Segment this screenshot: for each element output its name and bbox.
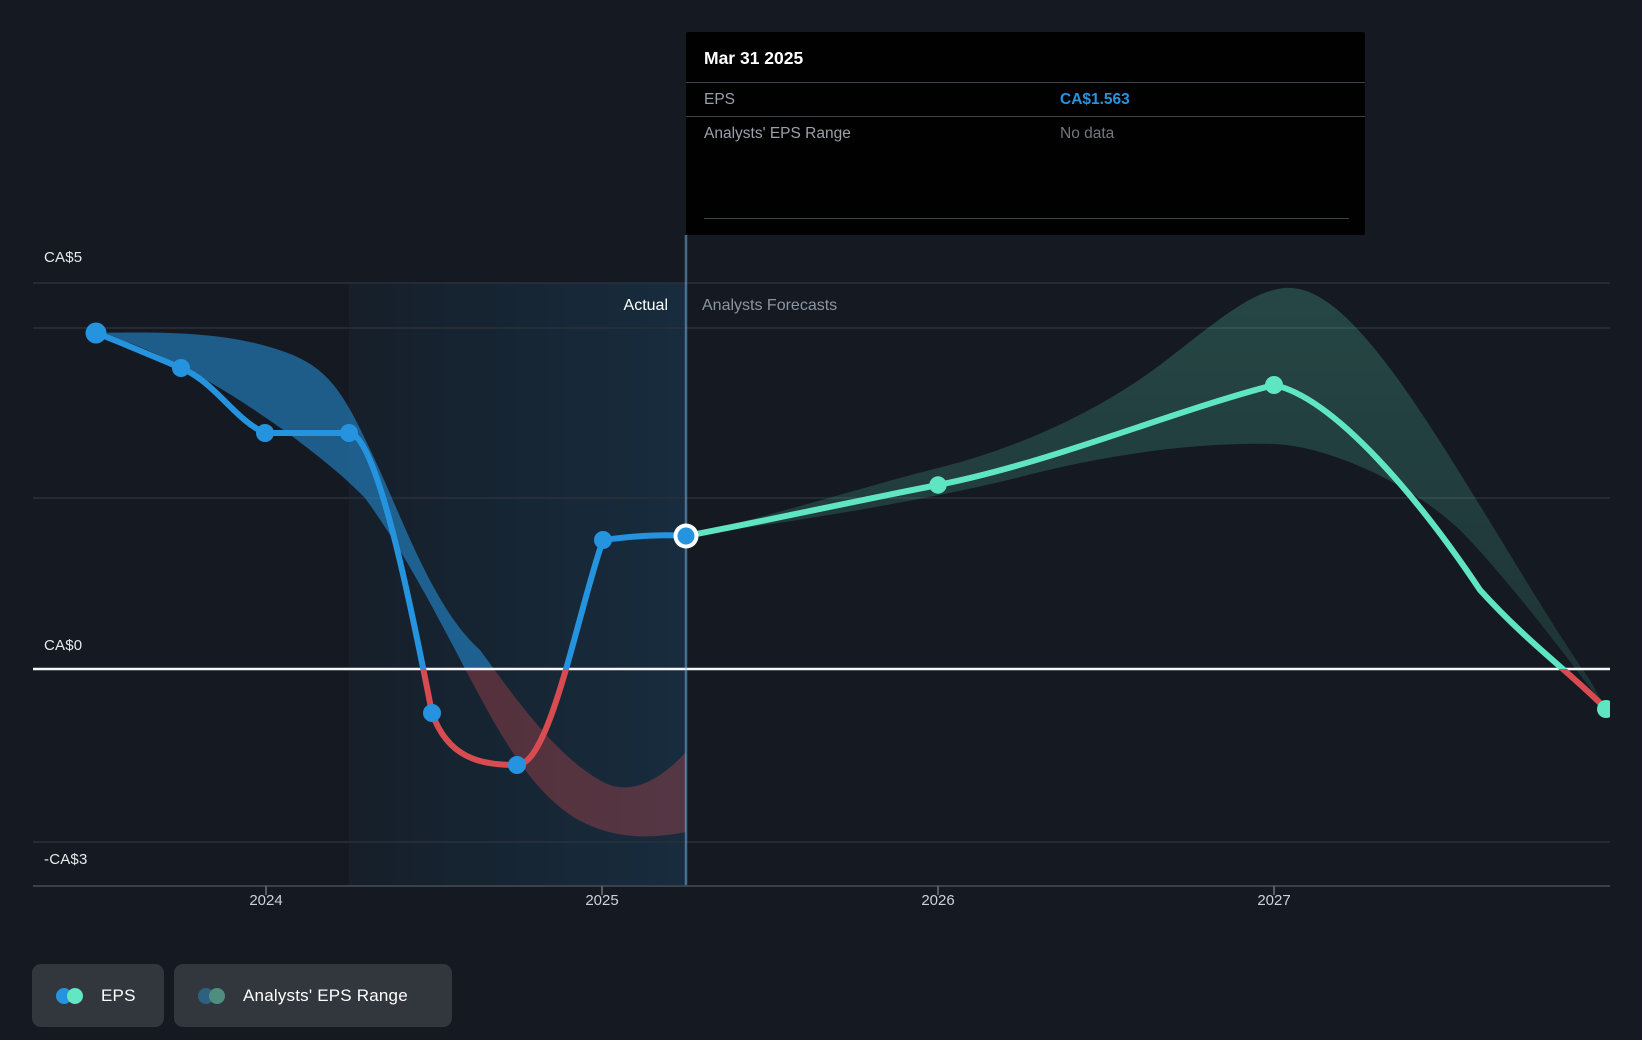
- forecast-data-point[interactable]: [929, 476, 947, 494]
- tooltip-bottom-divider: [704, 218, 1349, 219]
- tooltip-row-eps: EPS CA$1.563: [686, 83, 1365, 117]
- x-label-2027: 2027: [1257, 892, 1291, 909]
- data-points: [85, 322, 1615, 774]
- legend-chip-eps[interactable]: EPS: [32, 964, 164, 1027]
- eps-data-point[interactable]: [172, 359, 190, 377]
- eps-data-point[interactable]: [677, 527, 695, 545]
- eps-data-point[interactable]: [508, 756, 526, 774]
- x-label-2026: 2026: [921, 892, 955, 909]
- eps-line-actual: [93, 330, 689, 669]
- eps-legend-icon: [56, 987, 83, 1004]
- eps-data-point[interactable]: [340, 424, 358, 442]
- tooltip-eps-label: EPS: [704, 90, 736, 108]
- section-label-actual: Actual: [623, 297, 668, 314]
- eps-line-forecast: [683, 381, 1568, 669]
- gridlines: [33, 282, 1610, 843]
- eps-data-point[interactable]: [85, 322, 107, 344]
- eps-data-point[interactable]: [594, 531, 612, 549]
- y-label-ca5: CA$5: [44, 249, 83, 266]
- tooltip-date-title: Mar 31 2025: [686, 32, 1365, 83]
- legend-eps-label: EPS: [101, 985, 136, 1005]
- y-label-ca0: CA$0: [44, 637, 83, 654]
- y-label-neg-ca3: -CA$3: [44, 851, 88, 868]
- section-label-forecasts: Analysts Forecasts: [702, 297, 838, 314]
- tooltip: Mar 31 2025 EPS CA$1.563 Analysts' EPS R…: [686, 32, 1365, 235]
- tooltip-range-value: No data: [1060, 124, 1115, 142]
- legend-range-label: Analysts' EPS Range: [243, 985, 408, 1005]
- x-label-2024: 2024: [249, 892, 283, 909]
- legend-chip-analysts-eps-range[interactable]: Analysts' EPS Range: [174, 964, 452, 1027]
- tooltip-range-label: Analysts' EPS Range: [704, 124, 851, 142]
- analysts-eps-range-band: [686, 287, 1606, 709]
- analysts-eps-range-legend-icon: [198, 987, 225, 1004]
- tooltip-row-range: Analysts' EPS Range No data: [686, 117, 1365, 150]
- eps-data-point[interactable]: [423, 704, 441, 722]
- eps-data-point[interactable]: [256, 424, 274, 442]
- x-label-2025: 2025: [585, 892, 619, 909]
- forecast-data-point[interactable]: [1597, 700, 1615, 718]
- x-axis-ticks: [265, 886, 1275, 895]
- tooltip-eps-value: CA$1.563: [1060, 90, 1130, 108]
- forecast-data-point[interactable]: [1265, 376, 1283, 394]
